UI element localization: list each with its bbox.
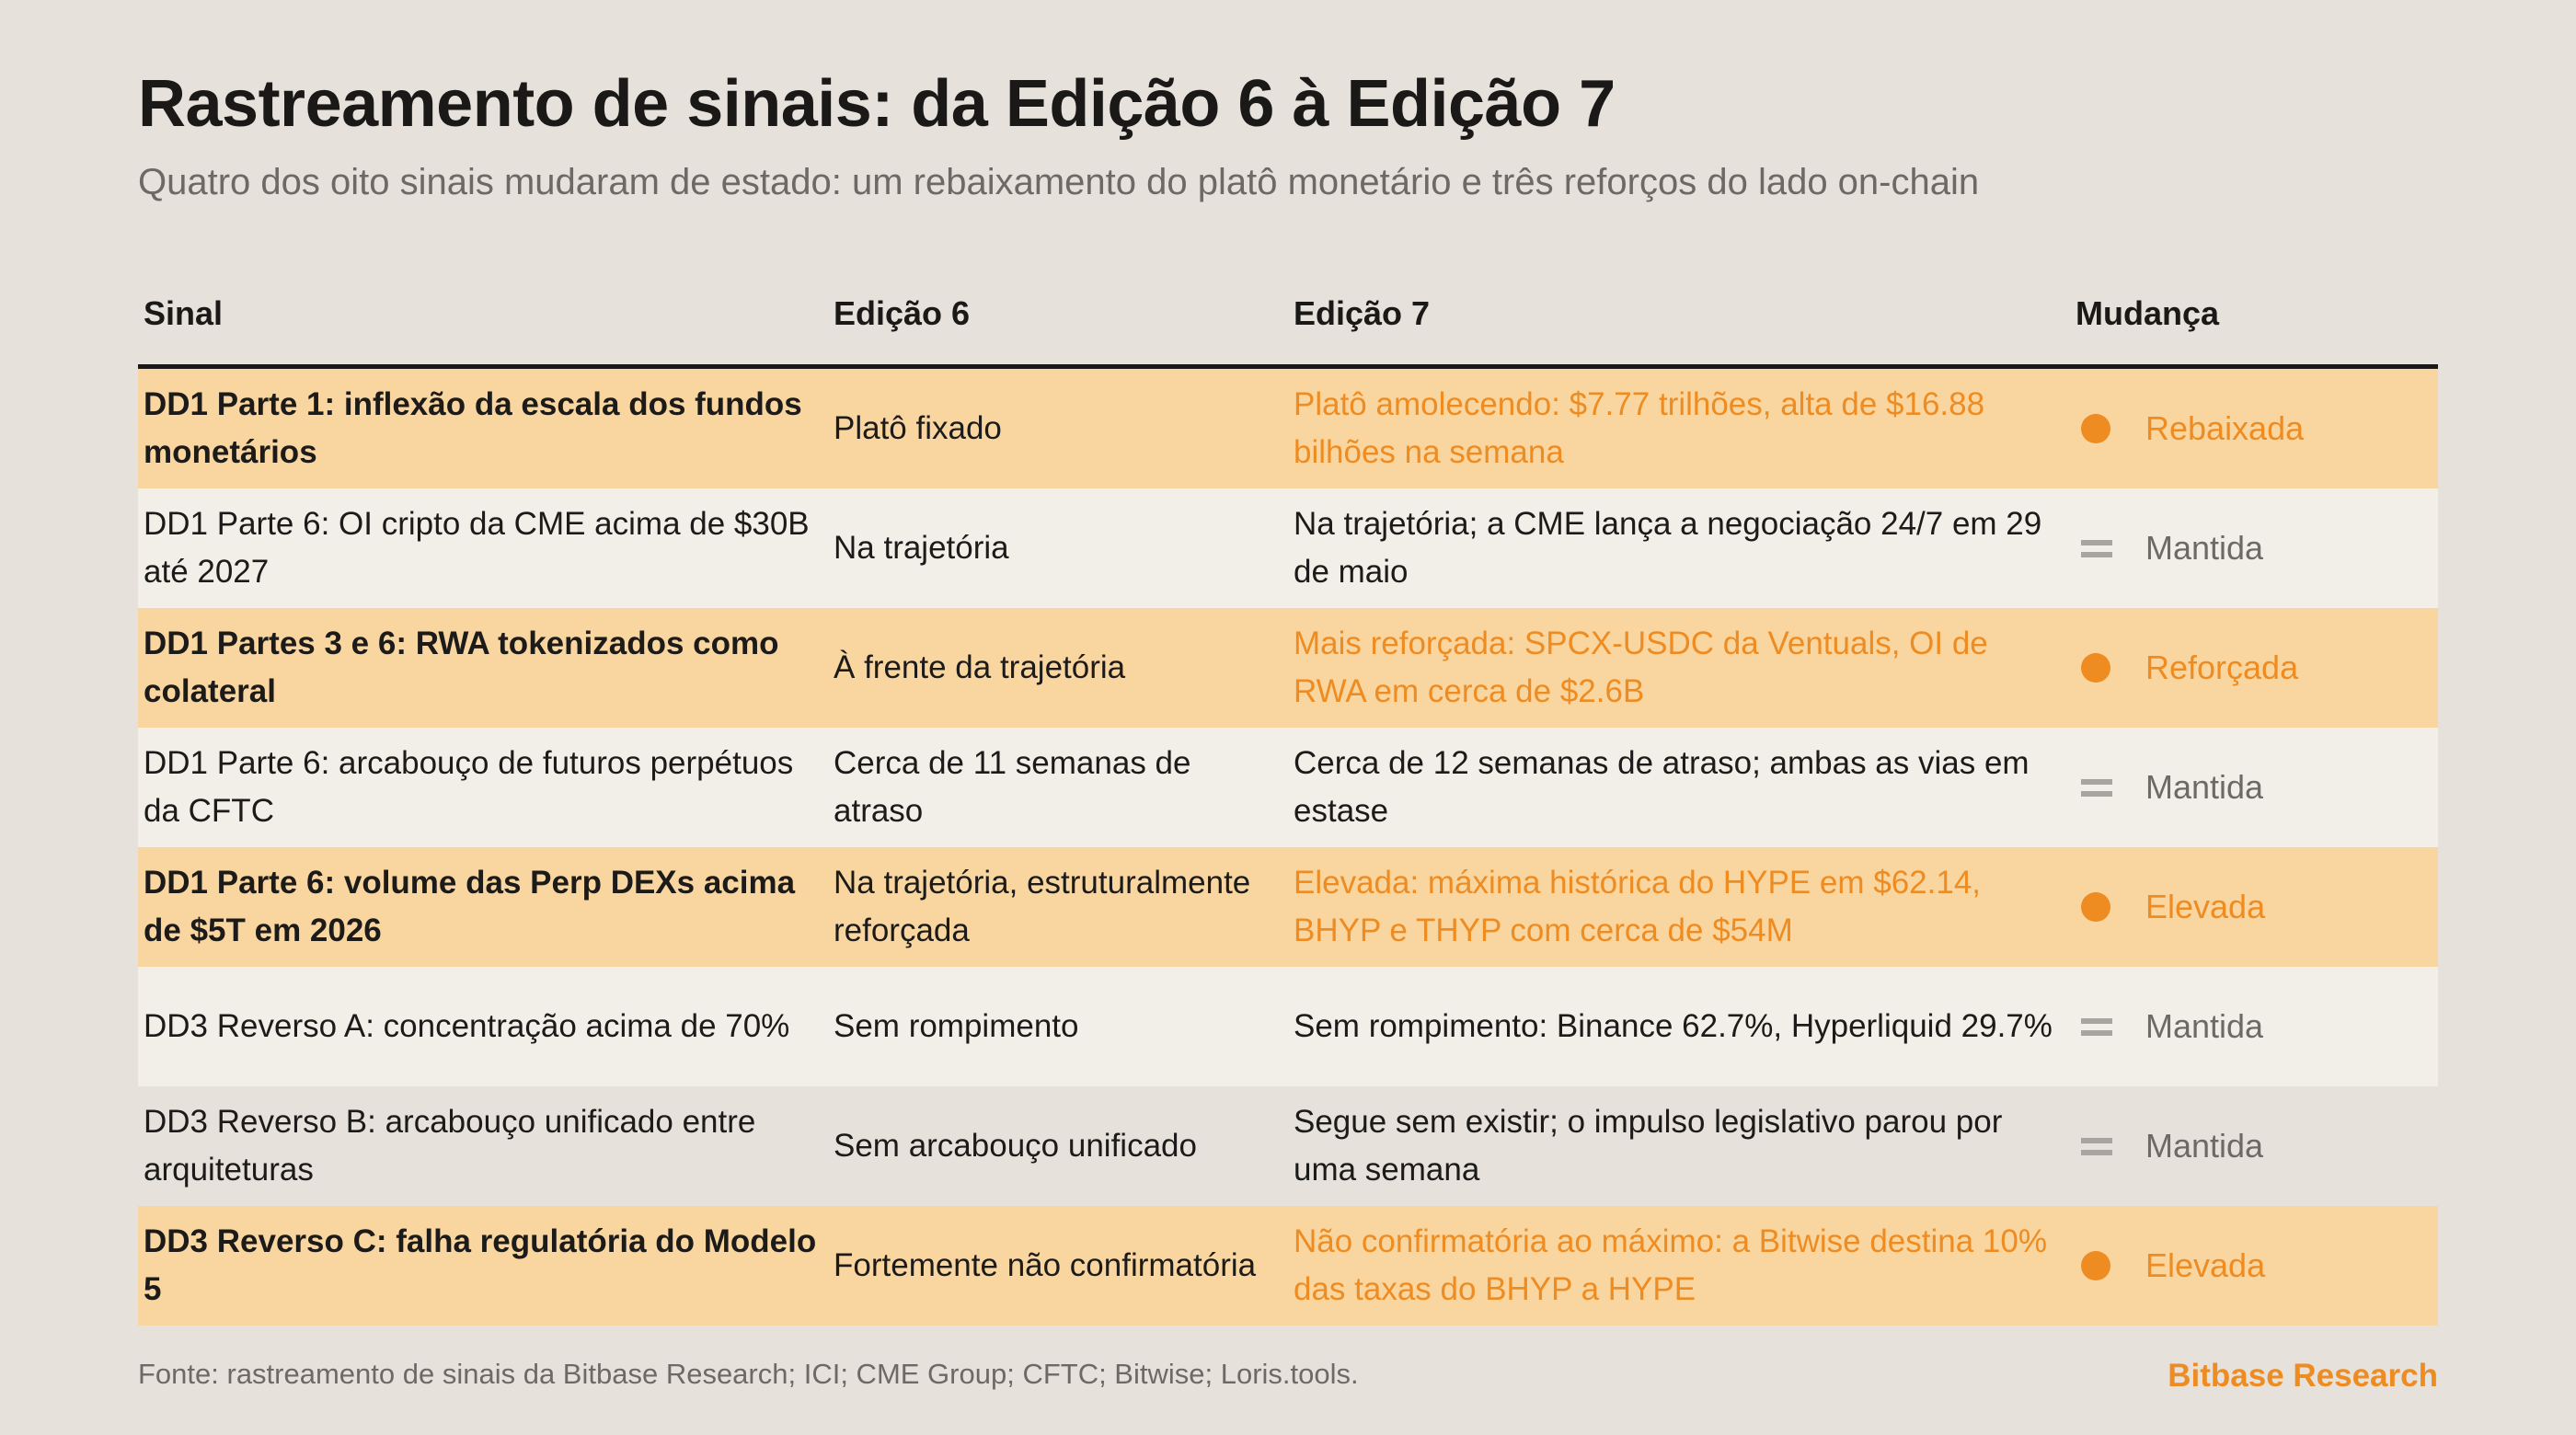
signal-table: Sinal Edição 6 Edição 7 Mudança DD1 Part… [138, 263, 2438, 1326]
table-row: DD1 Parte 6: volume das Perp DEXs acima … [138, 847, 2438, 967]
change-label: Elevada [2145, 888, 2266, 925]
column-header-edition-7: Edição 7 [1288, 263, 2070, 369]
edition-6-cell: Platô fixado [828, 366, 1288, 488]
column-header-change: Mudança [2070, 263, 2438, 369]
unchanged-equals-icon [2081, 1131, 2112, 1161]
table-row: DD3 Reverso B: arcabouço unificado entre… [138, 1086, 2438, 1206]
changed-dot-icon [2081, 653, 2110, 683]
page-title: Rastreamento de sinais: da Edição 6 à Ed… [138, 67, 1616, 141]
edition-7-cell: Segue sem existir; o impulso legislativo… [1288, 1086, 2070, 1206]
unchanged-equals-icon [2081, 534, 2112, 563]
change-cell: Mantida [2070, 967, 2438, 1086]
change-label: Mantida [2145, 1127, 2264, 1165]
edition-7-cell: Elevada: máxima histórica do HYPE em $62… [1288, 847, 2070, 967]
edition-6-cell: Sem arcabouço unificado [828, 1086, 1288, 1206]
edition-6-cell: Na trajetória [828, 488, 1288, 608]
change-label: Rebaixada [2145, 409, 2305, 447]
column-header-edition-6: Edição 6 [828, 263, 1288, 369]
edition-6-cell: Cerca de 11 semanas de atraso [828, 728, 1288, 847]
change-cell: Elevada [2070, 1206, 2438, 1326]
page-subtitle: Quatro dos oito sinais mudaram de estado… [138, 162, 1980, 202]
change-cell: Elevada [2070, 847, 2438, 967]
changed-dot-icon [2081, 414, 2110, 443]
edition-7-cell: Cerca de 12 semanas de atraso; ambas as … [1288, 728, 2070, 847]
table-header-row: Sinal Edição 6 Edição 7 Mudança [138, 263, 2438, 369]
table-row: DD1 Parte 6: OI cripto da CME acima de $… [138, 488, 2438, 608]
signal-cell: DD3 Reverso A: concentração acima de 70% [138, 967, 828, 1086]
signal-cell: DD1 Parte 6: volume das Perp DEXs acima … [138, 847, 828, 967]
signal-cell: DD1 Parte 6: arcabouço de futuros perpét… [138, 728, 828, 847]
table-row: DD3 Reverso C: falha regulatória do Mode… [138, 1206, 2438, 1326]
changed-dot-icon [2081, 1251, 2110, 1280]
change-label: Reforçada [2145, 649, 2299, 686]
signal-cell: DD1 Parte 6: OI cripto da CME acima de $… [138, 488, 828, 608]
change-cell: Mantida [2070, 728, 2438, 847]
change-label: Mantida [2145, 529, 2264, 567]
change-cell: Reforçada [2070, 608, 2438, 728]
signal-cell: DD3 Reverso C: falha regulatória do Mode… [138, 1206, 828, 1326]
source-note: Fonte: rastreamento de sinais da Bitbase… [138, 1358, 1359, 1390]
edition-6-cell: Sem rompimento [828, 967, 1288, 1086]
change-label: Elevada [2145, 1246, 2266, 1284]
edition-7-cell: Não confirmatória ao máximo: a Bitwise d… [1288, 1206, 2070, 1326]
signal-cell: DD1 Parte 1: inflexão da escala dos fund… [138, 366, 828, 488]
change-cell: Mantida [2070, 1086, 2438, 1206]
edition-7-cell: Sem rompimento: Binance 62.7%, Hyperliqu… [1288, 967, 2070, 1086]
edition-6-cell: Na trajetória, estruturalmente reforçada [828, 847, 1288, 967]
edition-7-cell: Na trajetória; a CME lança a negociação … [1288, 488, 2070, 608]
brand-logo-text: Bitbase Research [2168, 1358, 2438, 1394]
edition-7-cell: Mais reforçada: SPCX-USDC da Ventuals, O… [1288, 608, 2070, 728]
change-cell: Mantida [2070, 488, 2438, 608]
unchanged-equals-icon [2081, 1012, 2112, 1041]
edition-7-cell: Platô amolecendo: $7.77 trilhões, alta d… [1288, 366, 2070, 488]
column-header-signal: Sinal [138, 263, 828, 369]
table-row: DD1 Parte 1: inflexão da escala dos fund… [138, 366, 2438, 488]
table-row: DD1 Partes 3 e 6: RWA tokenizados como c… [138, 608, 2438, 728]
table-row: DD3 Reverso A: concentração acima de 70%… [138, 967, 2438, 1086]
unchanged-equals-icon [2081, 773, 2112, 802]
changed-dot-icon [2081, 892, 2110, 922]
table-body: DD1 Parte 1: inflexão da escala dos fund… [138, 366, 2438, 1326]
change-label: Mantida [2145, 768, 2264, 806]
edition-6-cell: À frente da trajetória [828, 608, 1288, 728]
signal-cell: DD1 Partes 3 e 6: RWA tokenizados como c… [138, 608, 828, 728]
edition-6-cell: Fortemente não confirmatória [828, 1206, 1288, 1326]
table-row: DD1 Parte 6: arcabouço de futuros perpét… [138, 728, 2438, 847]
signal-cell: DD3 Reverso B: arcabouço unificado entre… [138, 1086, 828, 1206]
change-label: Mantida [2145, 1007, 2264, 1045]
change-cell: Rebaixada [2070, 366, 2438, 488]
